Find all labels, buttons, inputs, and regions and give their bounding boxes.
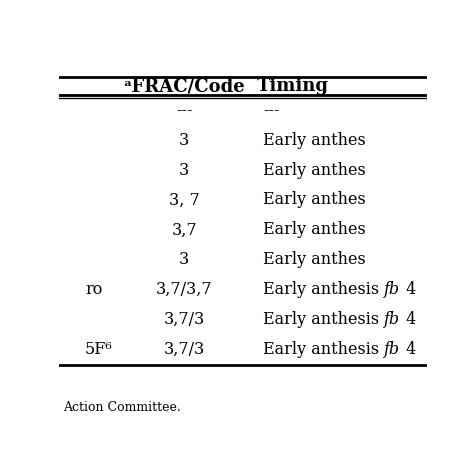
Text: ---: --- <box>176 101 192 118</box>
Text: Early anthes: Early anthes <box>263 132 366 148</box>
Text: Early anthes: Early anthes <box>263 221 366 238</box>
Text: Early anthesis: Early anthesis <box>263 311 384 328</box>
Text: 3: 3 <box>179 132 189 148</box>
Text: ro: ro <box>85 281 102 298</box>
Text: Early anthes: Early anthes <box>263 251 366 268</box>
Text: 3,7/3: 3,7/3 <box>164 311 205 328</box>
Text: 4: 4 <box>401 281 421 298</box>
Text: 3,7: 3,7 <box>171 221 197 238</box>
Text: 5F⁶: 5F⁶ <box>85 341 113 358</box>
Text: 3: 3 <box>179 251 189 268</box>
Text: Action Committee.: Action Committee. <box>63 401 181 414</box>
Text: ---: --- <box>263 101 280 118</box>
Text: Early anthesis: Early anthesis <box>263 341 384 358</box>
Text: ᵃFRAC/Code: ᵃFRAC/Code <box>123 77 245 95</box>
Text: 3, 7: 3, 7 <box>169 191 200 209</box>
Text: Early anthesis: Early anthesis <box>263 281 384 298</box>
Text: 3: 3 <box>179 162 189 179</box>
Text: fb: fb <box>384 281 401 298</box>
Text: 3,7/3: 3,7/3 <box>164 341 205 358</box>
Text: 3,7/3,7: 3,7/3,7 <box>156 281 212 298</box>
Text: 4: 4 <box>401 341 421 358</box>
Text: fb: fb <box>384 341 401 358</box>
Text: 4: 4 <box>401 311 421 328</box>
Text: Early anthes: Early anthes <box>263 191 366 209</box>
Text: Timing: Timing <box>256 77 328 95</box>
Text: fb: fb <box>384 311 401 328</box>
Text: Early anthes: Early anthes <box>263 162 366 179</box>
